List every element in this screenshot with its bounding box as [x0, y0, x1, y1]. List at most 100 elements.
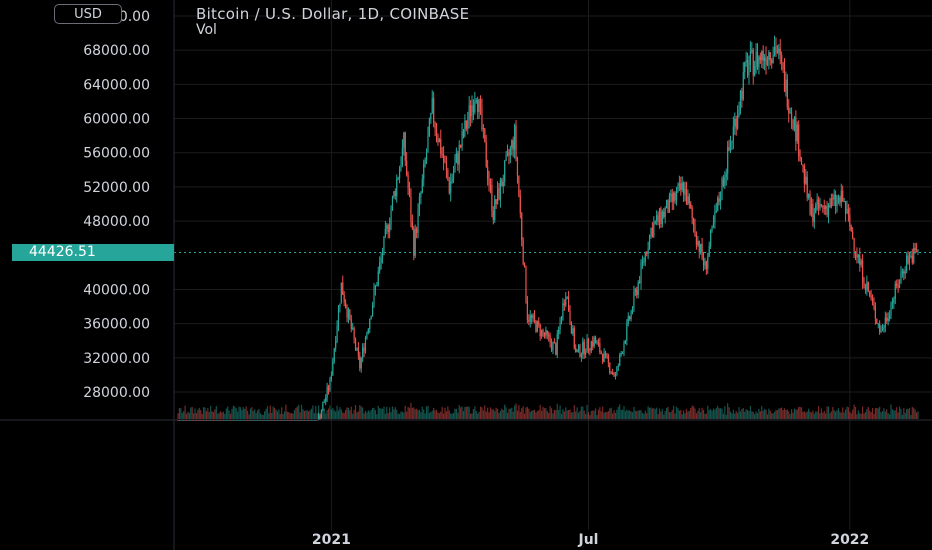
- candle-body: [343, 294, 345, 303]
- candle-body: [715, 210, 717, 213]
- volume-bar: [863, 413, 865, 419]
- candle-body: [384, 228, 386, 237]
- volume-bar: [566, 410, 568, 419]
- volume-bar: [315, 406, 317, 419]
- volume-bar: [212, 412, 215, 419]
- candle-body: [765, 57, 767, 65]
- volume-bar: [286, 411, 288, 419]
- volume-bar: [504, 404, 506, 419]
- volume-bar: [472, 409, 475, 419]
- candle-body: [816, 199, 818, 205]
- volume-bar: [242, 407, 244, 419]
- candle-body: [580, 353, 582, 357]
- candle-body: [701, 243, 703, 258]
- volume-bar: [401, 411, 404, 419]
- candle-body: [849, 214, 851, 227]
- candle-body: [472, 105, 475, 113]
- volume-bar: [478, 411, 480, 419]
- candle-body: [596, 342, 598, 344]
- price-axis[interactable]: 72000.0068000.0064000.0060000.0056000.00…: [83, 9, 150, 401]
- candle-body: [799, 156, 801, 161]
- candle-body: [565, 297, 567, 306]
- currency-button[interactable]: USD: [54, 4, 122, 24]
- candle-body: [353, 328, 355, 339]
- volume-bar: [506, 412, 509, 419]
- volume-bar: [732, 409, 734, 419]
- volume-bar: [194, 408, 196, 419]
- volume-bar: [752, 411, 754, 419]
- candle-body: [386, 225, 388, 229]
- volume-bar: [546, 410, 548, 419]
- volume-bar: [441, 406, 443, 419]
- volume-bar: [870, 412, 872, 419]
- candle-body: [318, 415, 320, 420]
- candle-body: [609, 362, 611, 373]
- volume-bar: [268, 413, 270, 419]
- volume-bar: [433, 408, 435, 419]
- candle-body: [833, 194, 835, 200]
- volume-bar: [225, 408, 227, 419]
- volume-bar: [820, 408, 823, 419]
- candle-body: [373, 289, 375, 306]
- volume-bar: [322, 408, 324, 419]
- volume-bar: [201, 413, 203, 419]
- volume-bar: [491, 409, 493, 419]
- volume-bar: [587, 412, 590, 419]
- volume-bar: [792, 412, 794, 419]
- volume-bar: [222, 411, 225, 419]
- candle-body: [822, 205, 824, 207]
- volume-bar: [278, 409, 280, 419]
- candle-body: [406, 160, 408, 176]
- symbol-title[interactable]: Bitcoin / U.S. Dollar, 1D, COINBASE: [196, 5, 470, 23]
- volume-bar: [715, 407, 717, 419]
- volume-bar: [469, 413, 472, 419]
- volume-bar: [390, 412, 392, 419]
- candle-body: [809, 193, 811, 215]
- volume-bar: [789, 413, 791, 419]
- volume-bar: [468, 406, 470, 419]
- candle-body: [887, 318, 889, 321]
- candle-body: [523, 264, 526, 267]
- candle-body: [708, 245, 710, 257]
- candle-body: [915, 250, 918, 252]
- volume-bar: [913, 407, 915, 419]
- time-axis[interactable]: 2021 Jul 2022: [312, 532, 869, 548]
- volume-bar: [252, 410, 254, 419]
- candle-body: [616, 366, 618, 375]
- candle-body: [839, 197, 841, 203]
- candle-body: [455, 153, 457, 163]
- volume-bar: [633, 406, 635, 419]
- candle-body: [431, 98, 433, 114]
- volume-bar: [255, 413, 257, 419]
- volume-bar: [335, 411, 337, 419]
- candle-body: [742, 72, 744, 100]
- volume-bar: [408, 407, 411, 419]
- volume-bar: [354, 405, 357, 419]
- candle-body: [444, 161, 446, 163]
- volume-bar: [856, 414, 858, 419]
- volume-bar: [258, 409, 260, 419]
- candle-body: [761, 51, 763, 61]
- candle-body: [594, 337, 597, 344]
- candle-body: [783, 68, 786, 92]
- volume-bar: [812, 410, 814, 419]
- candle-body: [648, 234, 651, 249]
- candle-body: [424, 159, 426, 164]
- candle-body: [914, 248, 916, 251]
- candle-body: [903, 271, 905, 274]
- volume-bar: [873, 414, 875, 419]
- volume-bar: [342, 412, 344, 419]
- volume-bar: [772, 413, 774, 419]
- candle-body: [898, 282, 901, 288]
- candle-body: [411, 222, 413, 229]
- volume-indicator-label[interactable]: Vol: [196, 22, 217, 38]
- candle-body: [427, 135, 429, 153]
- candle-body: [862, 260, 864, 283]
- volume-bar: [291, 412, 293, 419]
- candle-body: [576, 349, 578, 353]
- candle-body: [369, 319, 371, 330]
- candle-body: [910, 255, 912, 257]
- volume-bar: [411, 407, 413, 419]
- candle-body: [621, 353, 624, 355]
